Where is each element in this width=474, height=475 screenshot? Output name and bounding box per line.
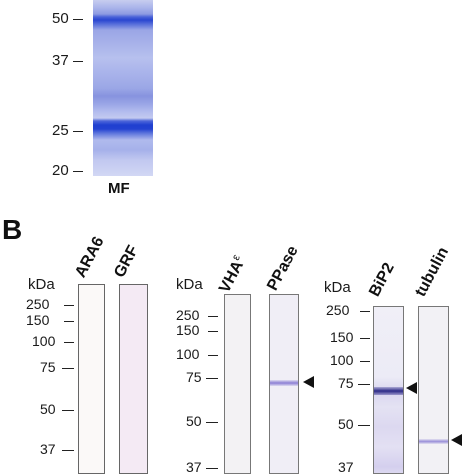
mw-tick-75-g3: [358, 384, 370, 385]
lane-label-ppase: PPase: [264, 243, 302, 294]
mw-tick-37-a: [73, 61, 83, 62]
mw-marker-75-g3: 75: [338, 375, 354, 391]
mf-gel-lane: [93, 0, 153, 176]
mw-tick-250-g2: [208, 316, 218, 317]
mw-marker-100-g1: 100: [32, 333, 56, 349]
mw-marker-20-a: 20: [52, 162, 69, 179]
lane-label-grf: GRF: [111, 242, 142, 281]
mw-marker-250-g3: 250: [326, 302, 350, 318]
mw-marker-37-g1: 37: [40, 441, 56, 457]
tubulin-band: [419, 439, 448, 444]
mw-marker-150-g1: 150: [26, 312, 50, 328]
mw-tick-20-a: [73, 171, 83, 172]
mw-marker-100-g2: 100: [176, 346, 200, 362]
tubulin-band-arrow-icon: [451, 434, 462, 446]
mw-tick-100-g3: [360, 361, 370, 362]
mw-tick-250-g3: [360, 311, 370, 312]
ara6-blot-strip: [78, 284, 105, 474]
lane-label-tubulin: tubulin: [412, 244, 453, 300]
mw-marker-50-g3: 50: [338, 416, 354, 432]
bip2-blot-strip: [373, 306, 404, 474]
mw-tick-100-g2: [208, 355, 218, 356]
mw-marker-50-g1: 50: [40, 401, 56, 417]
lane-label-vha: VHAε: [214, 253, 250, 297]
mf-lane-label: MF: [108, 180, 130, 197]
mw-marker-37-a: 37: [52, 52, 69, 69]
mw-tick-50-g3: [358, 425, 370, 426]
mw-marker-250-g2: 250: [176, 307, 200, 323]
mw-tick-250-g1: [64, 305, 74, 306]
mw-marker-75-g2: 75: [186, 369, 202, 385]
mw-tick-75-g2: [206, 378, 218, 379]
mw-tick-100-g1: [64, 342, 74, 343]
ppase-band-75kda: [270, 380, 298, 386]
mw-marker-250-g1: 250: [26, 296, 50, 312]
vha-label-text: VHA: [216, 258, 247, 296]
mw-tick-50-g1: [62, 410, 74, 411]
mw-marker-150-g2: 150: [176, 322, 200, 338]
mw-tick-150-g2: [208, 331, 218, 332]
mw-tick-50-a: [73, 19, 83, 20]
mw-marker-150-g3: 150: [330, 329, 354, 345]
bip2-band-arrow-icon: [406, 382, 417, 394]
ppase-blot-strip: [269, 294, 299, 474]
lane-label-ara6: ARA6: [72, 234, 108, 281]
ppase-band-arrow-icon: [303, 376, 314, 388]
kda-label-3: kDa: [324, 279, 351, 296]
mw-marker-50-a: 50: [52, 10, 69, 27]
lane-label-bip2: BiP2: [366, 260, 398, 300]
grf-blot-strip: [119, 284, 148, 474]
mw-tick-75-g1: [62, 368, 74, 369]
mw-tick-150-g1: [64, 321, 74, 322]
mw-marker-25-a: 25: [52, 122, 69, 139]
mw-marker-37-g2: 37: [186, 459, 202, 475]
mw-tick-37-g1: [62, 450, 74, 451]
mw-tick-50-g2: [206, 422, 218, 423]
mw-tick-25-a: [73, 131, 83, 132]
mw-tick-37-g2: [206, 468, 218, 469]
mw-marker-75-g1: 75: [40, 359, 56, 375]
kda-label-1: kDa: [28, 276, 55, 293]
mw-marker-37-g3: 37: [338, 459, 354, 475]
bip2-band-75kda: [374, 387, 403, 395]
vha-blot-strip: [224, 294, 251, 474]
tubulin-blot-strip: [418, 306, 449, 474]
mw-marker-50-g2: 50: [186, 413, 202, 429]
kda-label-2: kDa: [176, 276, 203, 293]
mw-marker-100-g3: 100: [330, 352, 354, 368]
mw-tick-150-g3: [360, 338, 370, 339]
panel-label-b: B: [2, 214, 23, 245]
